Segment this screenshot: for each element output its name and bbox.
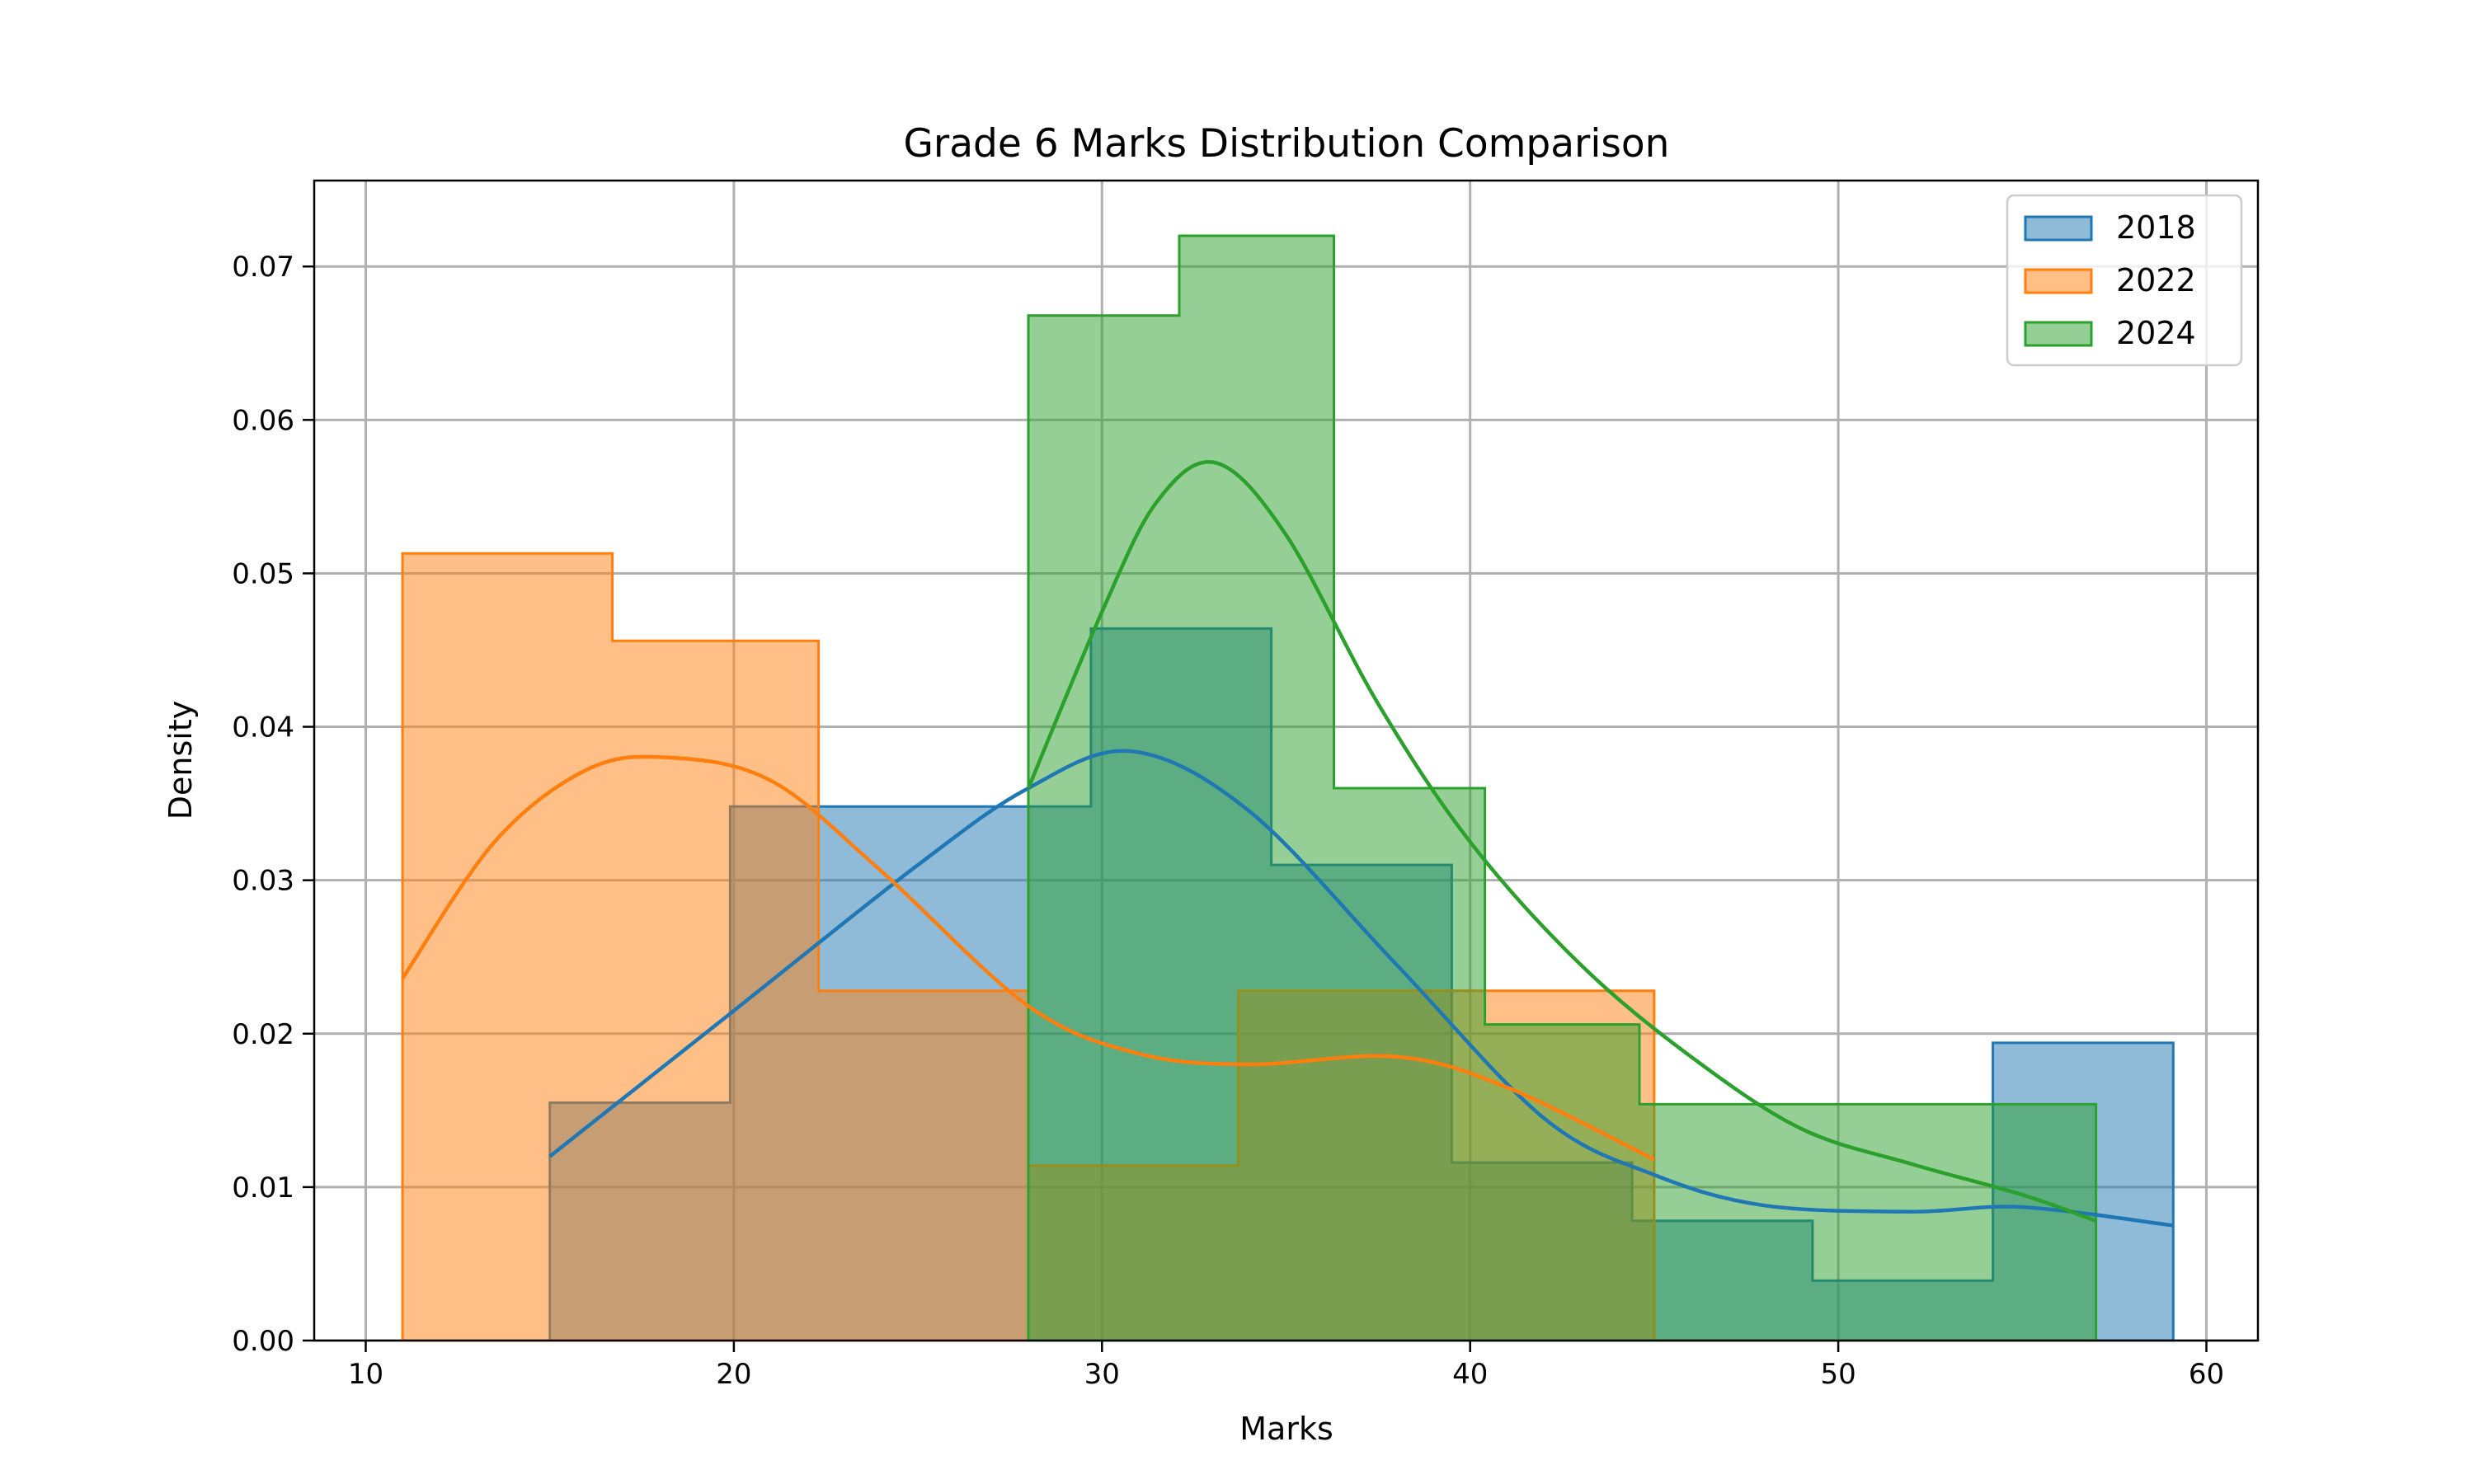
histogram-bars — [401, 234, 2175, 1342]
kde-curve-2024 — [1026, 459, 2097, 1223]
y-tick-label: 0.03 — [232, 865, 294, 898]
x-tick-label: 40 — [1452, 1358, 1488, 1391]
y-tick-label: 0.06 — [232, 404, 294, 437]
x-axis-label: Marks — [1239, 1411, 1333, 1447]
y-tick-label: 0.00 — [232, 1325, 294, 1358]
legend-swatch-2022 — [2024, 268, 2093, 294]
legend: 2018 2022 2024 — [2006, 194, 2243, 367]
y-tick-label: 0.07 — [232, 251, 294, 284]
legend-swatch-2024 — [2024, 321, 2093, 347]
y-axis-label: Density — [162, 701, 199, 819]
legend-label-2018: 2018 — [2116, 209, 2196, 246]
axis-ticks: 10 20 30 40 50 60 0.00 0.01 0.02 0.03 0.04 0.05 0.06… — [232, 251, 2224, 1391]
x-tick-label: 60 — [2189, 1358, 2224, 1391]
y-tick-label: 0.04 — [232, 711, 294, 744]
x-tick-label: 20 — [716, 1358, 751, 1391]
histogram-2024 — [1027, 234, 2098, 1342]
y-tick-label: 0.01 — [232, 1172, 294, 1205]
axes-frame — [313, 179, 2260, 1342]
x-tick-label: 50 — [1820, 1358, 1856, 1391]
legend-swatch-2018 — [2024, 215, 2093, 242]
legend-label-2024: 2024 — [2116, 315, 2196, 351]
kde-curves — [401, 459, 2174, 1228]
y-tick-label: 0.05 — [232, 557, 294, 590]
chart-title: Grade 6 Marks Distribution Comparison — [904, 121, 1670, 167]
kde-curve-2018 — [548, 749, 2174, 1228]
x-tick-label: 10 — [348, 1358, 383, 1391]
y-tick-label: 0.02 — [232, 1018, 294, 1051]
x-tick-label: 30 — [1084, 1358, 1120, 1391]
legend-label-2022: 2022 — [2116, 262, 2196, 298]
kde-curve-2022 — [401, 754, 1655, 1162]
